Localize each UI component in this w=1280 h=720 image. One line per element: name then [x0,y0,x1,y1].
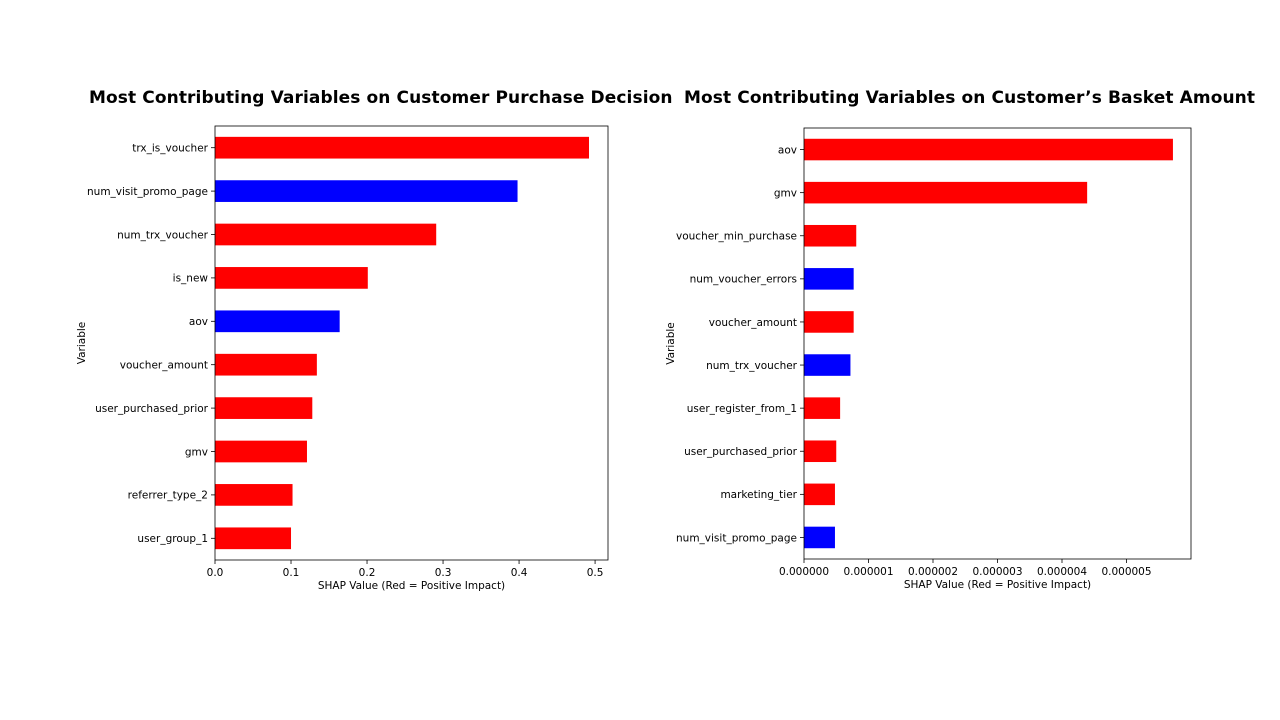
left-plot-frame [214,125,609,561]
right-ytick-label: num_trx_voucher [706,360,798,372]
right-y-axis-label: Variable [665,322,677,365]
right-ytick-label: num_visit_promo_page [676,532,797,544]
left-ytick-label: voucher_amount [120,360,208,372]
right-ytick-label: aov [778,144,797,156]
right-xtick-label: 0.000005 [1101,566,1151,578]
left-ytick-label: num_trx_voucher [117,229,209,241]
left-ytick-label: gmv [185,446,208,458]
left-bar-num-visit-promo-page [215,180,518,202]
left-xtick-label: 0.1 [283,567,300,579]
right-bar-num-visit-promo-page [804,526,835,549]
right-bar-user-register-from-1 [804,397,841,419]
right-chart-title: Most Contributing Variables on Customer’… [684,88,1256,108]
left-bar-aov [215,310,340,333]
left-bar-num-trx-voucher [215,223,437,246]
right-ytick-label: voucher_amount [709,317,797,329]
left-ytick-label: num_visit_promo_page [87,186,208,198]
right-xtick-label: 0.000000 [779,566,829,578]
right-xtick-label: 0.000003 [972,566,1022,578]
right-ytick-label: voucher_min_purchase [676,231,797,243]
left-bar-user-purchased-prior [215,397,313,419]
right-bar-num-trx-voucher [804,354,851,376]
left-bar-referrer-type-2 [215,484,293,506]
right-bar-user-purchased-prior [804,440,837,463]
right-bar-gmv [804,181,1088,204]
left-bar-trx-is-voucher [215,136,589,159]
left-bar-is-new [215,267,368,289]
left-ytick-label: aov [189,316,208,328]
right-ytick-label: user_register_from_1 [687,403,797,415]
right-ytick-label: user_purchased_prior [684,446,798,458]
left-xtick-label: 0.3 [435,567,452,579]
right-chart: aov gmv voucher_min_purchase num_voucher_er… [665,127,1192,591]
right-bar-marketing-tier [804,483,835,506]
right-xtick-label: 0.000001 [843,566,893,578]
right-xtick-label: 0.000004 [1037,566,1087,578]
right-ytick-label: marketing_tier [720,489,797,501]
left-ytick-label: is_new [173,273,209,285]
left-ytick-label: user_purchased_prior [95,403,209,415]
left-xtick-label: 0.5 [587,567,604,579]
right-ytick-label: num_voucher_errors [690,274,797,286]
left-ytick-label: user_group_1 [137,533,208,545]
left-bar-voucher-amount [215,353,317,376]
right-bar-voucher-min-purchase [804,224,857,247]
right-xtick-label: 0.000002 [908,566,958,578]
left-chart: trx_is_voucher num_visit_promo_page num_tr… [76,125,609,592]
left-xtick-label: 0.0 [207,567,224,579]
left-ytick-label: trx_is_voucher [132,143,208,155]
left-bar-gmv [215,440,307,463]
right-x-axis-label: SHAP Value (Red = Positive Impact) [904,579,1091,591]
left-xtick-label: 0.4 [511,567,528,579]
right-ytick-label: gmv [774,187,797,199]
left-ytick-label: referrer_type_2 [128,490,208,502]
left-xtick-label: 0.2 [359,567,376,579]
left-bar-user-group-1 [215,527,292,550]
right-bar-aov [804,138,1173,161]
right-bar-num-voucher-errors [804,268,854,290]
left-chart-title: Most Contributing Variables on Customer … [89,88,673,108]
left-y-axis-label: Variable [76,322,88,365]
right-bar-voucher-amount [804,311,854,333]
left-x-axis-label: SHAP Value (Red = Positive Impact) [318,580,505,592]
